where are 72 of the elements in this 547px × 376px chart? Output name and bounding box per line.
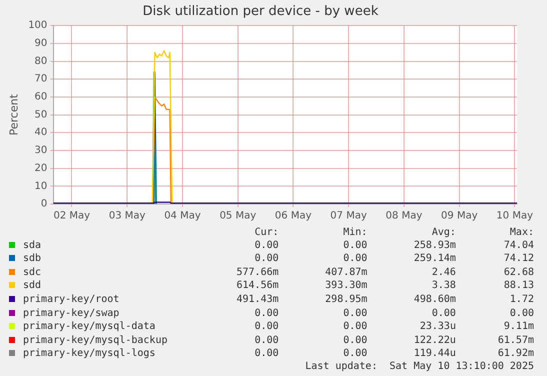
- legend-label: primary-key/mysql-logs: [22, 347, 156, 361]
- text: 61.92m: [496, 347, 535, 361]
- text: Cur:: [254, 227, 280, 239]
- text: 0.00: [254, 347, 280, 361]
- text: 122.22u: [412, 334, 457, 348]
- text: 258.93m: [412, 238, 457, 252]
- text: 0.00: [430, 306, 457, 320]
- x-tick-label: 10 May: [496, 210, 534, 222]
- text: 0.00: [254, 252, 280, 266]
- legend-label: sdc: [22, 266, 42, 280]
- text: Avg:: [430, 227, 457, 239]
- legend-label: sda: [22, 238, 42, 252]
- y-tick-label: 10: [34, 180, 48, 192]
- text: 407.87m: [324, 266, 368, 280]
- x-tick-label: 06 May: [274, 210, 312, 222]
- text: 0.00: [254, 238, 280, 252]
- text: 491.43m: [236, 292, 280, 307]
- x-tick-label: 04 May: [164, 210, 201, 222]
- text: 0.00: [342, 306, 368, 320]
- text: 0.00: [254, 334, 280, 348]
- x-tick-label: 03 May: [108, 210, 146, 222]
- y-tick-label: 0: [40, 198, 48, 210]
- text: 0.00: [508, 306, 535, 320]
- text: 0.00: [342, 252, 368, 266]
- text: 0.00: [254, 320, 280, 334]
- y-tick-label: 20: [34, 162, 48, 174]
- y-tick-label: 50: [34, 109, 48, 120]
- text: 0.00: [254, 306, 280, 320]
- text: 0.00: [342, 334, 368, 348]
- y-axis-title: Percent: [7, 93, 20, 136]
- chart-title: Disk utilization per device - by week: [142, 4, 379, 20]
- x-tick-label: 09 May: [441, 210, 478, 222]
- text: 577.66m: [236, 266, 280, 280]
- legend-label: primary-key/swap: [22, 306, 120, 320]
- y-tick-label: 70: [34, 74, 48, 85]
- x-tick-label: 08 May: [386, 210, 422, 222]
- text: 1.72: [508, 292, 535, 307]
- y-tick-label: 30: [34, 145, 48, 156]
- text: 0.00: [342, 238, 368, 252]
- text: 614.56m: [236, 279, 280, 293]
- text: Max:: [508, 227, 535, 239]
- text: 74.04: [502, 238, 535, 252]
- legend-label: primary-key/mysql-data: [22, 320, 156, 334]
- text: 393.30m: [324, 279, 368, 293]
- y-tick-label: 80: [34, 56, 48, 67]
- text: Min:: [342, 227, 368, 239]
- text: 259.14m: [412, 252, 457, 266]
- text: 88.13: [502, 279, 535, 293]
- text: 61.57m: [496, 334, 535, 348]
- text: 119.44u: [412, 347, 457, 361]
- x-tick-label: 02 May: [53, 210, 90, 222]
- legend-label: primary-key/root: [22, 292, 120, 307]
- legend-label: primary-key/mysql-backup: [22, 334, 168, 348]
- y-tick-label: 100: [28, 20, 48, 32]
- y-tick-label: 90: [34, 38, 48, 50]
- text: 2.46: [430, 266, 457, 280]
- text: 0.00: [342, 347, 368, 361]
- text: 23.33u: [418, 320, 457, 334]
- text: 498.60m: [412, 292, 457, 307]
- text: 74.12: [502, 252, 535, 266]
- x-tick-label: 07 May: [330, 210, 367, 222]
- text: 0.00: [342, 320, 368, 334]
- y-tick-label: 60: [34, 92, 48, 103]
- text: Last update: Sat May 10 13:10:00 2025: [304, 360, 535, 373]
- legend-label: sdd: [22, 279, 42, 293]
- y-tick-label: 40: [34, 127, 48, 138]
- text: 9.11m: [502, 320, 535, 334]
- text: 3.38: [430, 279, 457, 293]
- legend-label: sdb: [22, 252, 42, 266]
- text: 298.95m: [324, 292, 368, 307]
- x-tick-label: 05 May: [220, 210, 256, 222]
- text: 62.68: [502, 266, 535, 280]
